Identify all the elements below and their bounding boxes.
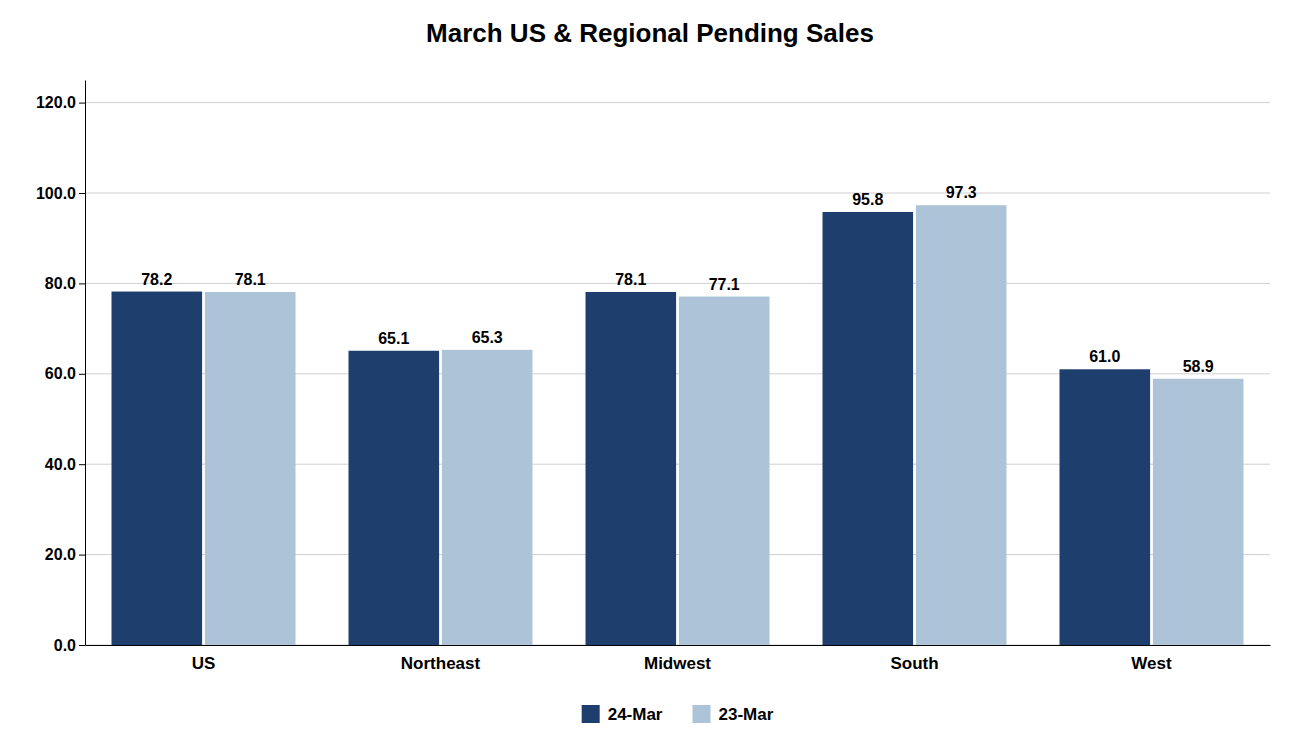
tick: Northeast — [401, 654, 481, 673]
tick: 20.0 — [45, 546, 85, 563]
tick-label: 0.0 — [54, 637, 76, 654]
grid — [85, 103, 1270, 645]
tick-label: West — [1131, 654, 1172, 673]
tick: 40.0 — [45, 456, 85, 473]
tick-label: Northeast — [401, 654, 481, 673]
title: March US & Regional Pending Sales — [426, 18, 874, 48]
tick: Midwest — [644, 654, 711, 673]
tick-label: 100.0 — [36, 185, 76, 202]
tick-label: US — [192, 654, 216, 673]
bar — [349, 351, 440, 645]
plot: 78.2 65.1 78.1 95.8 61.0 78.1 65.3 77.1 97.3 58.9… — [36, 81, 1271, 674]
bar — [1060, 369, 1151, 645]
bar — [916, 205, 1007, 645]
data-label: 97.3 — [946, 184, 977, 201]
x-axis: US Northeast Midwest South West — [86, 646, 1271, 674]
legend-label: 23-Mar — [719, 705, 774, 724]
y-axis: 0.0 20.0 40.0 60.0 80.0 100.0 120.0 — [36, 81, 86, 654]
tick: 120.0 — [36, 94, 85, 111]
tick-mark — [79, 103, 85, 104]
tick-mark — [79, 464, 85, 465]
data-label: 78.2 — [141, 271, 172, 288]
grid-line — [85, 102, 1270, 103]
legend: 24-Mar 23-Mar — [582, 705, 774, 724]
legend-label: 24-Mar — [608, 705, 663, 724]
tick: 60.0 — [45, 365, 85, 382]
bar — [586, 292, 677, 645]
tick: West — [1131, 654, 1172, 673]
legend-swatch — [582, 705, 600, 723]
chart: March US & Regional Pending Sales 78.2 65.… — [0, 0, 1300, 755]
bar — [205, 292, 296, 645]
tick-mark — [79, 645, 85, 646]
tick-label: 60.0 — [45, 365, 76, 382]
data-labels: 78.2 65.1 78.1 95.8 61.0 78.1 65.3 77.1 97.3 58.9 — [141, 184, 1214, 375]
legend-item: 23-Mar — [693, 705, 774, 724]
tick-mark — [79, 193, 85, 194]
tick-label: 20.0 — [45, 546, 76, 563]
tick-mark — [79, 374, 85, 375]
data-label: 65.3 — [472, 329, 503, 346]
tick-label: 40.0 — [45, 456, 76, 473]
grid-line — [85, 193, 1270, 194]
tick-mark — [79, 283, 85, 284]
data-label: 95.8 — [852, 191, 883, 208]
data-label: 78.1 — [615, 271, 646, 288]
legend-item: 24-Mar — [582, 705, 663, 724]
bar — [112, 292, 203, 645]
data-label: 61.0 — [1089, 348, 1120, 365]
tick: 100.0 — [36, 185, 85, 202]
axis-line — [85, 81, 86, 646]
tick-label: Midwest — [644, 654, 711, 673]
bars — [112, 205, 1244, 645]
tick: South — [890, 654, 938, 673]
bar — [679, 297, 770, 645]
data-label: 77.1 — [709, 276, 740, 293]
tick: 0.0 — [54, 637, 85, 654]
bar — [442, 350, 533, 645]
bar — [1153, 379, 1244, 645]
tick-mark — [79, 555, 85, 556]
data-label: 58.9 — [1183, 358, 1214, 375]
legend-swatch — [693, 705, 711, 723]
axis-line — [86, 645, 1271, 646]
tick-label: South — [890, 654, 938, 673]
data-label: 65.1 — [378, 330, 409, 347]
tick: US — [192, 654, 216, 673]
data-label: 78.1 — [235, 271, 266, 288]
tick-label: 120.0 — [36, 94, 76, 111]
bar — [823, 212, 914, 645]
tick: 80.0 — [45, 275, 85, 292]
tick-label: 80.0 — [45, 275, 76, 292]
